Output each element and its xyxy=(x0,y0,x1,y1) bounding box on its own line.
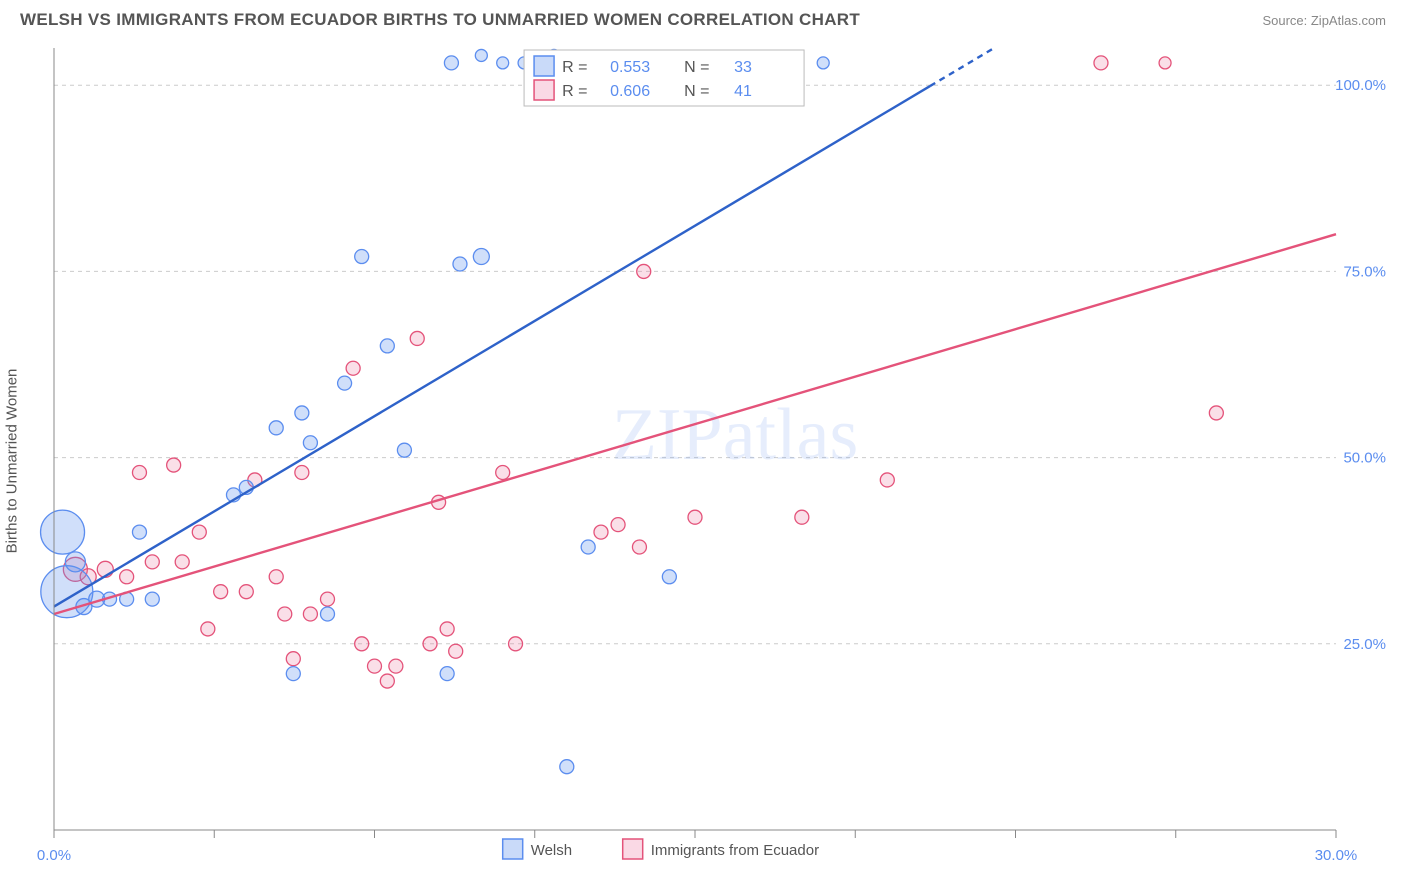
data-point-pink xyxy=(496,466,510,480)
legend-label-blue: Welsh xyxy=(531,842,572,859)
legend-n-blue: 33 xyxy=(734,59,752,76)
data-point-blue xyxy=(132,525,146,539)
data-point-blue xyxy=(440,667,454,681)
data-point-pink xyxy=(509,637,523,651)
data-point-pink xyxy=(440,622,454,636)
data-point-blue xyxy=(560,760,574,774)
data-point-pink xyxy=(449,644,463,658)
legend-n-label: N = xyxy=(684,59,709,76)
data-point-blue xyxy=(145,592,159,606)
legend-r-label: R = xyxy=(562,83,587,100)
watermark: ZIPatlas xyxy=(612,394,859,476)
data-point-pink xyxy=(688,510,702,524)
data-point-blue xyxy=(444,56,458,70)
chart-title: WELSH VS IMMIGRANTS FROM ECUADOR BIRTHS … xyxy=(20,10,860,30)
chart-source: Source: ZipAtlas.com xyxy=(1262,13,1386,28)
y-tick-label: 100.0% xyxy=(1335,77,1386,94)
trendline-blue-dash xyxy=(930,48,994,86)
trendline-blue xyxy=(54,86,930,606)
legend-swatch-blue xyxy=(534,56,554,76)
data-point-blue xyxy=(303,436,317,450)
data-point-blue xyxy=(581,540,595,554)
legend-n-label: N = xyxy=(684,83,709,100)
data-point-blue xyxy=(355,250,369,264)
data-point-pink xyxy=(167,458,181,472)
data-point-pink xyxy=(1209,406,1223,420)
data-point-blue xyxy=(65,552,85,572)
y-axis-label: Births to Unmarried Women xyxy=(4,369,21,554)
data-point-pink xyxy=(295,466,309,480)
data-point-pink xyxy=(637,264,651,278)
legend-r-blue: 0.553 xyxy=(610,59,650,76)
data-point-blue xyxy=(497,57,509,69)
chart-header: WELSH VS IMMIGRANTS FROM ECUADOR BIRTHS … xyxy=(0,0,1406,34)
data-point-pink xyxy=(389,659,403,673)
data-point-pink xyxy=(201,622,215,636)
y-tick-label: 75.0% xyxy=(1343,263,1386,280)
scatter-chart: 25.0% 50.0% 75.0% 100.0% ZIPatlas 0.0% 30.0% R … xyxy=(18,40,1388,880)
data-point-pink xyxy=(120,570,134,584)
data-point-pink xyxy=(611,518,625,532)
legend-r-label: R = xyxy=(562,59,587,76)
data-point-pink xyxy=(423,637,437,651)
data-point-pink xyxy=(795,510,809,524)
data-point-pink xyxy=(380,674,394,688)
data-point-pink xyxy=(303,607,317,621)
x-tick-label: 0.0% xyxy=(37,847,71,864)
data-point-pink xyxy=(1094,56,1108,70)
trendline-pink xyxy=(54,234,1336,614)
data-point-blue xyxy=(475,49,487,61)
x-tick-label: 30.0% xyxy=(1315,847,1358,864)
data-point-pink xyxy=(269,570,283,584)
data-point-pink xyxy=(175,555,189,569)
data-point-blue xyxy=(269,421,283,435)
data-point-blue xyxy=(453,257,467,271)
data-point-pink xyxy=(368,659,382,673)
data-point-pink xyxy=(632,540,646,554)
data-point-blue xyxy=(817,57,829,69)
data-point-pink xyxy=(410,331,424,345)
data-point-blue xyxy=(41,510,85,554)
legend-r-pink: 0.606 xyxy=(610,83,650,100)
data-point-pink xyxy=(346,361,360,375)
data-point-blue xyxy=(295,406,309,420)
legend-swatch-blue xyxy=(503,839,523,859)
data-point-pink xyxy=(594,525,608,539)
y-tick-label: 50.0% xyxy=(1343,450,1386,467)
data-point-pink xyxy=(355,637,369,651)
data-point-pink xyxy=(239,585,253,599)
legend-label-pink: Immigrants from Ecuador xyxy=(651,842,819,859)
data-point-blue xyxy=(380,339,394,353)
legend-swatch-pink xyxy=(623,839,643,859)
data-point-blue xyxy=(397,443,411,457)
data-point-blue xyxy=(662,570,676,584)
data-point-pink xyxy=(145,555,159,569)
legend-swatch-pink xyxy=(534,80,554,100)
data-point-pink xyxy=(320,592,334,606)
data-point-pink xyxy=(880,473,894,487)
data-point-pink xyxy=(278,607,292,621)
data-point-blue xyxy=(320,607,334,621)
legend-n-pink: 41 xyxy=(734,83,752,100)
data-point-pink xyxy=(192,525,206,539)
data-point-pink xyxy=(286,652,300,666)
data-point-pink xyxy=(132,466,146,480)
data-point-blue xyxy=(286,667,300,681)
data-point-blue xyxy=(338,376,352,390)
data-point-blue xyxy=(473,249,489,265)
chart-area: Births to Unmarried Women 25.0%50.0%75.0… xyxy=(18,40,1388,882)
y-tick-label: 25.0% xyxy=(1343,636,1386,653)
data-point-pink xyxy=(214,585,228,599)
data-point-pink xyxy=(1159,57,1171,69)
